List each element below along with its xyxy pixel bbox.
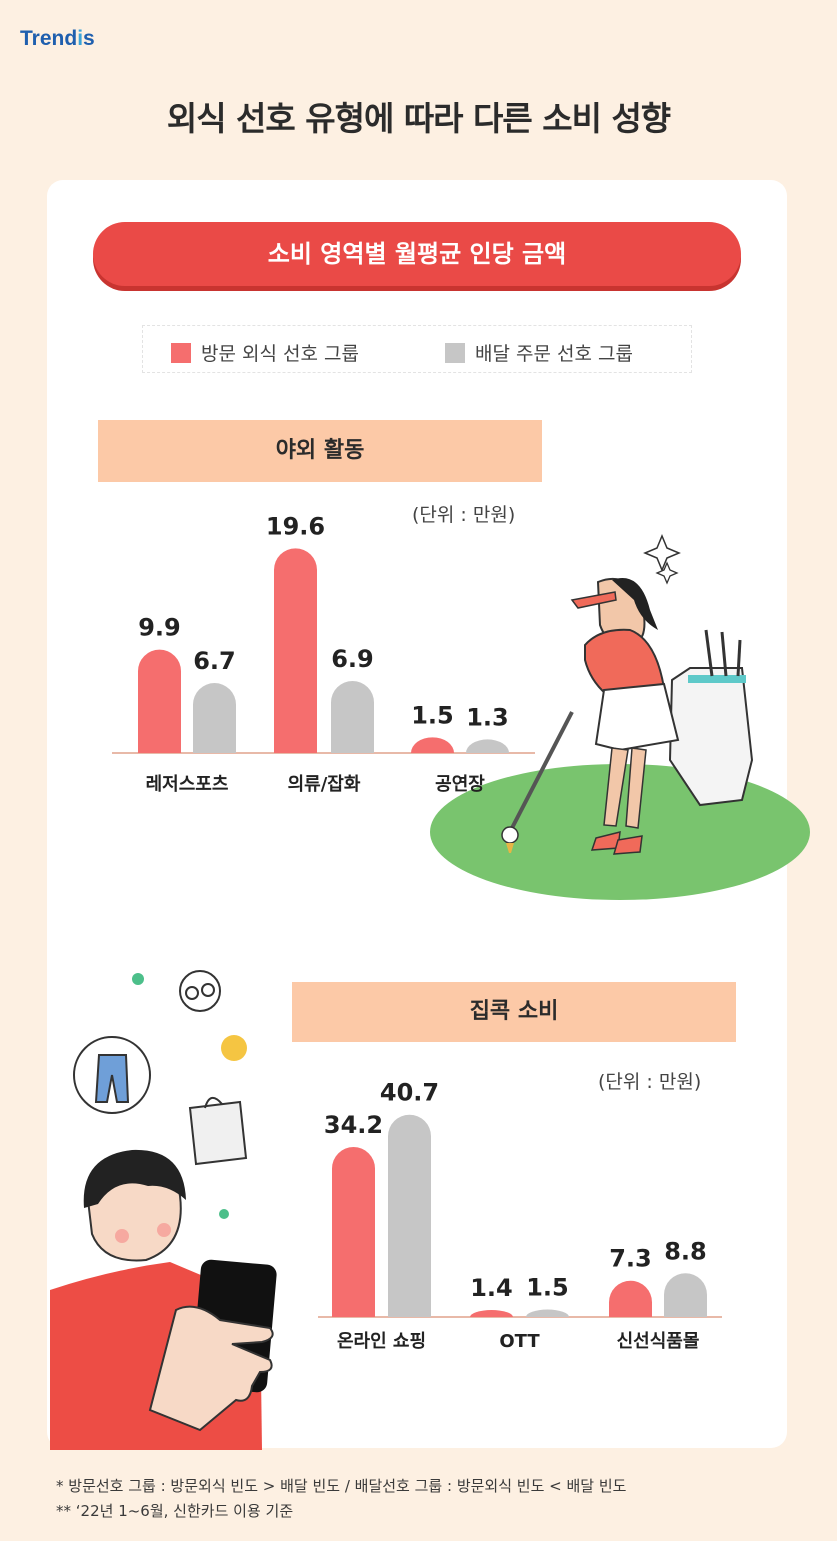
brand-logo: Trendis	[20, 27, 95, 50]
bar-visit	[274, 548, 317, 753]
chart-home: 34.2 40.7 온라인 쇼핑 1.4 1.5 OTT 7.3 8.8 신선식품몰	[318, 1079, 722, 1352]
bar-delivery	[193, 683, 236, 753]
jeans-icon	[73, 1036, 151, 1114]
data-label-visit: 9.9	[138, 614, 181, 642]
category-label: 온라인 쇼핑	[337, 1331, 426, 1352]
bar-delivery	[388, 1114, 431, 1317]
category-label: 신선식품몰	[617, 1331, 700, 1352]
data-label-delivery: 8.8	[664, 1237, 707, 1265]
data-label-visit: 1.4	[470, 1274, 513, 1302]
legend-item-visit: 방문 외식 선호 그룹	[171, 339, 359, 366]
data-label-delivery: 1.5	[526, 1274, 569, 1302]
subtitle-banner: 소비 영역별 월평균 인당 금액	[93, 222, 741, 286]
bar-delivery	[331, 680, 374, 753]
section-header-outdoor: 야외 활동	[98, 420, 542, 482]
data-label-visit: 1.5	[411, 701, 454, 729]
golfer-illustration	[430, 534, 810, 900]
data-label-delivery: 40.7	[380, 1079, 439, 1107]
glasses-icon	[179, 970, 221, 1012]
legend-swatch-delivery	[445, 342, 465, 363]
bar-visit	[332, 1147, 375, 1317]
bar-visit	[609, 1280, 652, 1317]
legend-item-delivery: 배달 주문 선호 그룹	[445, 339, 633, 366]
footnote-2: ** ‘22년 1~6월, 신한카드 이용 기준	[56, 1502, 294, 1520]
data-label-visit: 7.3	[609, 1245, 652, 1273]
data-label-delivery: 6.9	[331, 645, 374, 673]
subtitle-text: 소비 영역별 월평균 인당 금액	[267, 240, 567, 268]
footnote-1: * 방문선호 그룹 : 방문외식 빈도 > 배달 빈도 / 배달선호 그룹 : …	[56, 1477, 627, 1495]
category-label: 의류/잡화	[288, 774, 361, 795]
page-title: 외식 선호 유형에 따라 다른 소비 성향	[166, 99, 671, 138]
shopping-bag-icon	[188, 1097, 248, 1166]
smartphone-user-illustration	[50, 970, 277, 1450]
chart-outdoor: 9.9 6.7 레저스포츠 19.6 6.9 의류/잡화 1.5 1.3 공연장	[112, 512, 535, 795]
bar-visit	[138, 649, 181, 753]
bar-delivery	[526, 1309, 569, 1317]
bar-delivery	[664, 1273, 707, 1317]
category-label: OTT	[499, 1331, 540, 1352]
bar-delivery	[466, 739, 509, 753]
data-label-visit: 34.2	[324, 1111, 383, 1139]
chart-legend: 방문 외식 선호 그룹 배달 주문 선호 그룹	[142, 325, 692, 373]
section-header-home: 집콕 소비	[292, 982, 736, 1042]
unit-label-outdoor: (단위 : 만원)	[412, 504, 516, 526]
unit-label-home: (단위 : 만원)	[598, 1071, 702, 1093]
data-label-delivery: 6.7	[193, 647, 236, 675]
data-label-visit: 19.6	[266, 512, 325, 540]
bar-visit	[470, 1310, 513, 1317]
legend-label-visit: 방문 외식 선호 그룹	[201, 343, 359, 365]
data-label-delivery: 1.3	[466, 703, 509, 731]
dot-decoration	[132, 973, 144, 985]
category-label: 공연장	[435, 774, 485, 795]
category-label: 레저스포츠	[146, 774, 229, 795]
legend-swatch-visit	[171, 342, 191, 363]
legend-label-delivery: 배달 주문 선호 그룹	[475, 343, 633, 365]
bar-visit	[411, 737, 454, 753]
